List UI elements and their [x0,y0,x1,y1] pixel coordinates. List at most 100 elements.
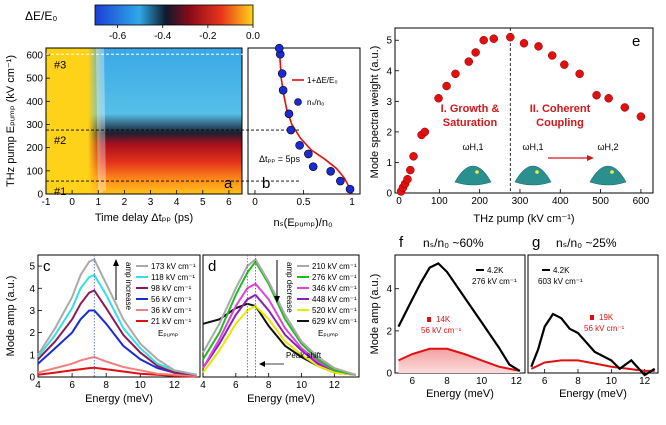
b-x-tick-label: 1 [349,197,355,208]
d-arrow-label: amp decrease [285,262,294,313]
c-ylabel: Mode amp (a.u.) [5,276,17,357]
e-mode-surface [514,165,552,186]
e-mode-marker [535,170,539,174]
f-xlabel: Energy (meV) [426,388,494,400]
d-x-tick-label: 4 [200,380,206,391]
e-x-tick-label: 500 [592,196,609,207]
b-point [277,69,287,78]
e-mode-label: ωH,1 [462,142,483,152]
e-point [409,152,418,161]
d-legend-label: 210 kV cm⁻¹ [312,262,357,271]
heatmap-prepump [46,48,102,194]
c-x-tick-label: 12 [169,380,181,391]
g-x-tick-label: 10 [606,376,618,387]
f-series-black [397,262,521,372]
f-fill-area [398,348,520,373]
b-legend-label-line: 1+ΔE/E₀ [307,76,338,85]
c-y-tick-label: 2 [29,328,35,339]
e-point [636,112,646,121]
e-y-tick-label: 1 [386,158,392,169]
e-point [575,69,584,79]
b-point [336,176,345,186]
panel-e-plot: 0 100 200 300 400 500 600 0 1 2 3 4 5 THz pump (kV cm… [369,28,650,225]
b-xlabel: nₛ(Eₚᵤₘₚ)/n₀ [273,217,332,229]
f-legend-black-2: 276 kV cm⁻¹ [472,277,517,286]
d-series-line [202,257,357,376]
e-ylabel: Mode spectral weight (a.u.) [369,46,381,179]
c-x-tick-label: 10 [135,380,147,391]
panel-a-cuts: #3 #2 #1 [46,53,300,198]
e-x-tick-label: 400 [552,196,569,207]
g-x-tick-label: 8 [575,376,581,387]
f-y-tick-label: 0 [386,369,392,380]
e-x-tick-label: 0 [396,196,402,207]
e-point [534,42,543,51]
f-legend-black-1: 4.2K [487,266,504,275]
e-point [489,34,499,43]
c-y-tick-label: 4 [29,284,35,295]
panel-b: 0 0.5 1 nₛ(Eₚᵤₘₚ)/n₀ 1+ΔE/E₀ nₛ/n₀ Δtₚₚ = 5ps b [247,43,361,229]
d-legend-label: 276 kV cm⁻¹ [312,273,357,282]
d-series-line [202,282,356,376]
e-point [560,60,569,69]
e-point [464,57,474,66]
d-x-tick-label: 12 [329,380,341,391]
e-mode-marker [610,170,614,174]
b-legend-label-points: nₛ/n₀ [307,98,324,107]
e-y-tick-label: 3 [386,97,392,108]
a-x-tick-label: 0 [69,197,75,208]
panel-f-plot: 6 8 10 12 0 2 4 Mode amp (a.u.) Energy (meV) f nₛ/… [369,234,522,400]
g-legend-black-1: 4.2K [553,266,570,275]
c-legend-label: 173 kV cm⁻¹ [151,262,196,271]
c-series-line [37,309,197,376]
f-title: nₛ/n₀ ~60% [423,236,484,250]
e-point [471,48,480,57]
e-x-tick-label: 200 [471,196,488,207]
b-point [308,162,318,171]
a-cut-annotation: #1 [54,186,66,198]
b-panel-label: b [262,175,270,192]
panel-b-frame [247,47,361,195]
d-arrow-head [274,296,280,303]
c-y-tick-label: 1 [29,350,35,361]
b-x-tick-label: 0 [252,197,258,208]
e-point [451,69,460,79]
b-point [326,166,335,176]
heatmap-frame [45,47,243,195]
e-mode-surface [454,165,492,186]
e-point [434,94,443,103]
g-xlabel: Energy (meV) [559,388,627,400]
g-legend-red-1: 19K [599,313,614,322]
d-peak-shift-label: Peak shift [286,351,322,360]
colorbar-tick-label: -0.6 [109,31,127,42]
c-series-line [37,258,197,376]
g-panel-label: g [532,234,540,251]
colorbar-gradient [94,4,254,26]
heatmap-rise-front [96,48,106,194]
panel-e-frame [394,27,654,194]
e-y-tick-label: 2 [386,127,392,138]
c-legend-label: 98 kV cm⁻¹ [151,284,192,293]
b-x-tick-label: 0.5 [297,197,311,208]
c-legend-label: 118 kV cm⁻¹ [151,273,195,282]
e-region-label-1a: I. Growth & [441,103,500,115]
e-x-tick-label: 100 [431,196,448,207]
panel-b-plot: 0 0.5 1 nₛ(Eₚᵤₘₚ)/n₀ 1+ΔE/E₀ nₛ/n₀ Δtₚₚ = 5ps b [252,43,355,229]
a-y-tick-label: 600 [26,50,43,61]
b-point [284,109,294,119]
c-legend-label: 21 kV cm⁻¹ [151,317,192,326]
e-xlabel: THz pump (kV cm⁻¹) [473,213,574,225]
c-xlabel: Energy (meV) [85,393,153,405]
f-legend-red-2: 56 kV cm⁻¹ [421,326,462,335]
e-y-tick-label: 4 [386,66,392,77]
d-x-tick-label: 10 [296,380,308,391]
b-annotation: Δtₚₚ = 5ps [259,154,300,164]
a-y-tick-label: 300 [26,120,43,131]
a-x-tick-label: 6 [226,197,232,208]
b-series-line [278,47,352,195]
a-x-tick-label: 5 [200,197,206,208]
a-x-tick-label: 4 [174,197,180,208]
b-legend-marker [294,98,302,106]
d-xlabel: Energy (meV) [247,393,315,405]
